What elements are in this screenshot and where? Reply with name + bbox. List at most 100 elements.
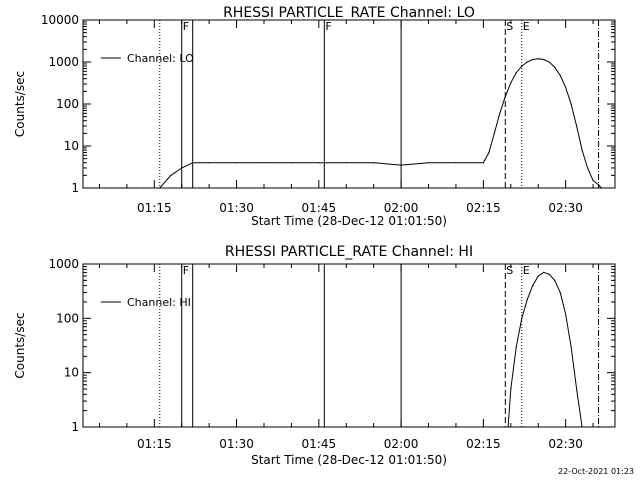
event-marker-label: F [325,20,331,33]
y-axis-label: Counts/sec [13,71,27,137]
x-tick-label: 01:30 [219,201,254,215]
data-point [597,184,600,186]
data-point [576,388,578,390]
chart-title: RHESSI PARTICLE_RATE Channel: HI [225,244,473,260]
footer-date: 22-Oct-2021 01:23 [558,467,634,476]
data-point [570,103,572,105]
event-marker-label: F [183,20,189,33]
data-point [526,299,528,301]
data-point [526,61,528,63]
data-point [515,72,517,74]
chart-panel-2: RHESSI PARTICLE_RATE Channel: HI Counts/s… [13,244,616,467]
y-tick-label: 10 [64,366,79,380]
data-point [148,187,150,189]
legend-label: Channel: LO [127,52,194,65]
data-point [554,66,556,68]
data-point [499,112,501,114]
x-tick-label: 01:45 [302,201,337,215]
x-axis-label: Start Time (28-Dec-12 01:01:50) [251,214,447,228]
legend-label: Channel: HI [127,296,191,309]
data-point [192,162,194,164]
data-point [510,82,512,84]
data-point [109,187,111,189]
data-point [543,271,545,273]
data-point [82,187,84,189]
chart-title: RHESSI PARTICLE_RATE Channel: LO [223,5,475,21]
data-point [318,162,320,164]
data-point [515,346,517,348]
data-point [345,162,347,164]
y-tick-label: 1000 [48,257,79,271]
event-marker-label: E [523,20,530,33]
data-point [373,162,375,164]
y-tick-label: 1 [71,420,79,434]
plot-frame [82,263,616,428]
data-point [482,162,484,164]
data-point [507,426,509,428]
data-point [559,74,561,76]
data-point [131,187,133,189]
data-point [104,187,106,189]
data-point [570,346,572,348]
data-point [455,162,457,164]
y-tick-label: 1 [71,181,79,195]
x-tick-label: 01:30 [219,437,254,451]
y-tick-label: 10 [64,139,79,153]
data-point [263,162,265,164]
event-marker-label: F [183,264,189,277]
data-point [236,162,238,164]
chart-panel-1: RHESSI PARTICLE_RATE Channel: LO Counts/s… [13,5,616,228]
data-point [142,187,144,189]
data-point [126,187,128,189]
event-marker-label: S [506,264,513,277]
data-point [532,58,534,61]
data-point [532,285,534,287]
x-tick-label: 02:30 [548,201,583,215]
data-point [208,162,210,164]
x-axis-label: Start Time (28-Dec-12 01:01:50) [251,453,447,467]
y-axis-label: Counts/sec [13,312,27,378]
data-point [565,313,567,315]
data-point [159,187,161,189]
series-line [507,271,583,428]
event-marker-label: S [506,20,513,33]
x-tick-label: 02:15 [466,201,501,215]
data-point [521,317,523,319]
data-point [493,132,495,134]
data-point [581,426,583,428]
y-tick-label: 100 [56,311,79,325]
data-point [93,187,95,189]
y-tick-label: 100 [56,97,79,111]
x-tick-label: 02:15 [466,437,501,451]
data-point [115,187,117,189]
data-point [290,162,292,164]
data-point [587,167,589,169]
data-point [87,187,90,189]
data-point [576,125,578,127]
x-tick-label: 02:00 [384,437,419,451]
data-point [537,275,539,277]
data-point [181,167,183,169]
x-tick-label: 02:30 [548,437,583,451]
data-point [592,180,594,182]
data-point [600,187,602,189]
x-tick-label: 01:45 [302,437,337,451]
data-point [548,61,550,63]
data-point [565,86,567,88]
data-point [427,162,430,164]
data-point [543,58,545,61]
data-point [120,187,122,189]
series-line [83,58,602,189]
data-point [559,291,561,293]
data-point [521,65,523,67]
data-point [554,279,556,281]
data-point [537,58,539,60]
data-point [153,187,155,189]
x-tick-label: 01:15 [137,437,172,451]
x-tick-label: 02:00 [384,201,419,215]
data-point [170,174,172,176]
data-point [548,273,550,275]
data-point [504,96,506,98]
event-marker-label: E [523,264,530,277]
